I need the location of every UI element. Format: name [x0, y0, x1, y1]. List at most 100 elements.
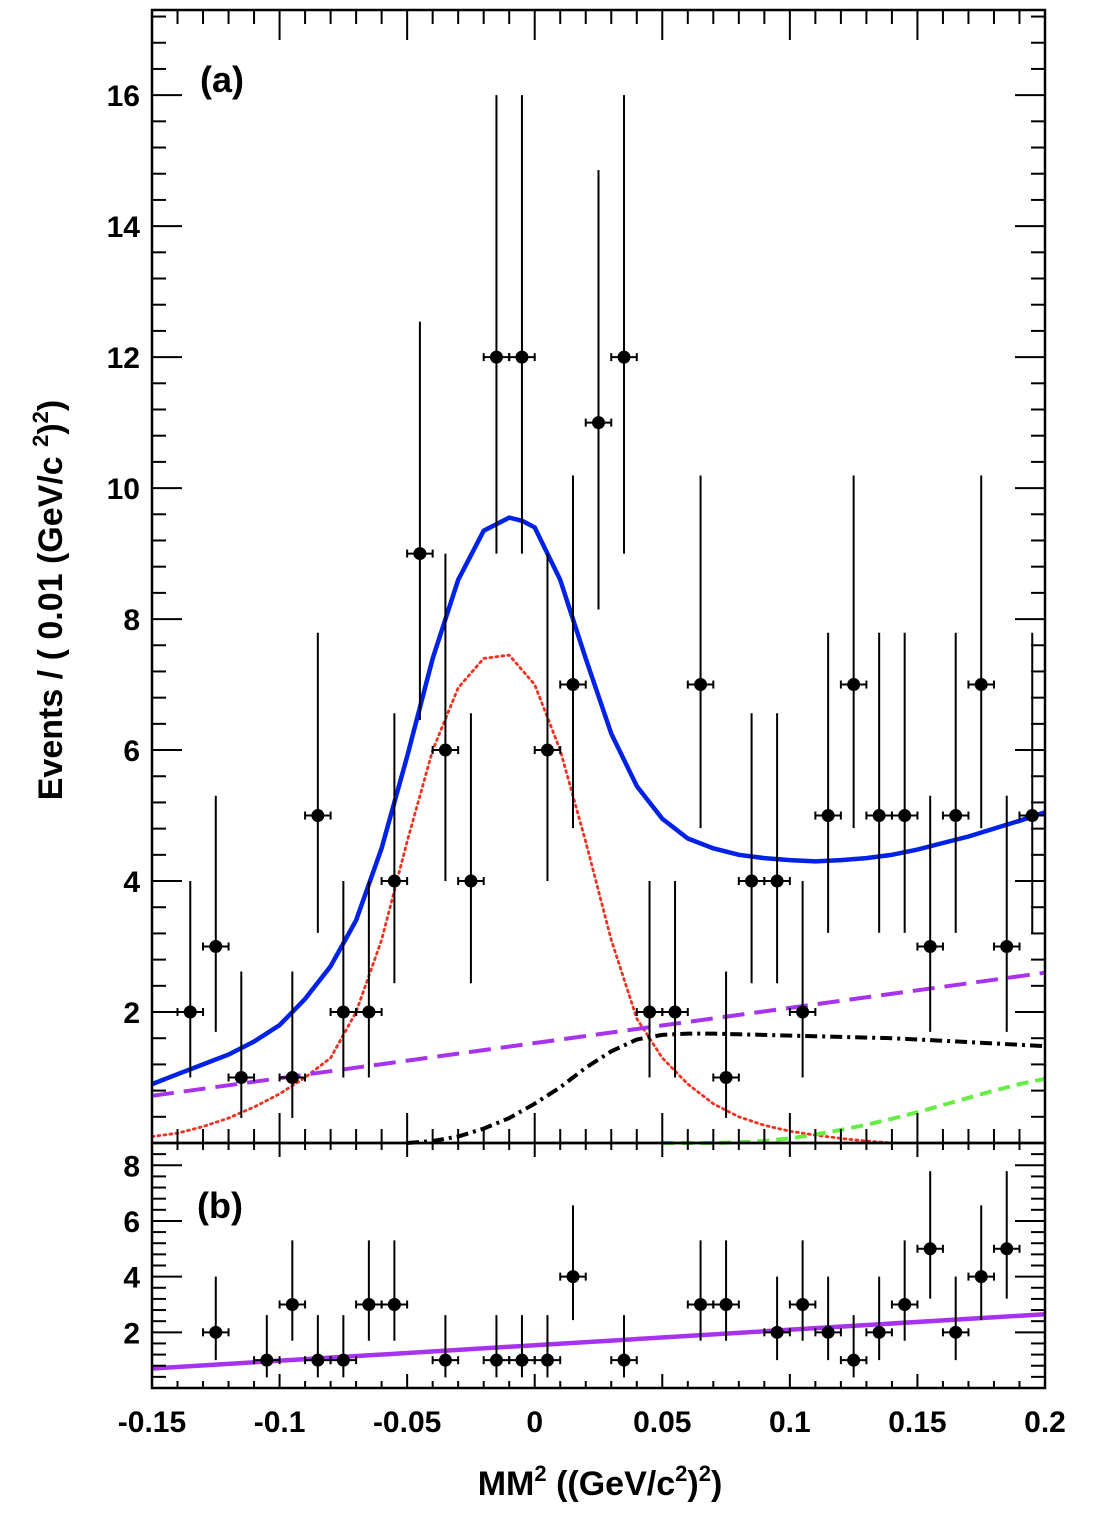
x-axis-title-part: ((GeV/c	[547, 1465, 675, 1503]
data-marker	[566, 1270, 580, 1284]
data-marker	[336, 1005, 350, 1019]
y-axis-title-part: )	[32, 400, 70, 411]
panel-a-data-point	[967, 475, 995, 829]
panel-b-data-point	[559, 1205, 587, 1321]
panel-b-data-point	[508, 1315, 536, 1378]
panel-a-data-point	[227, 971, 256, 1118]
y-tick-label: 6	[123, 1206, 140, 1239]
data-marker	[745, 874, 759, 888]
y-tick-label: 4	[123, 1262, 140, 1295]
panel-a-data-point	[559, 475, 587, 829]
panel-a-data-point	[304, 632, 332, 933]
panel-b-data-point	[533, 1315, 562, 1378]
data-marker	[643, 1005, 657, 1019]
data-marker	[1000, 1242, 1014, 1256]
panel-a-data-point	[202, 795, 230, 1032]
y-tick-label: 4	[123, 866, 140, 899]
panel-a-data-point	[406, 321, 434, 721]
data-marker	[821, 809, 835, 823]
data-marker	[438, 1353, 452, 1367]
data-marker	[387, 874, 401, 888]
panel-b-data-point	[814, 1276, 842, 1361]
data-marker	[949, 1325, 963, 1339]
data-marker	[796, 1005, 810, 1019]
x-axis-title-superscript: 2	[534, 1461, 546, 1486]
panel-a-data-point	[329, 881, 358, 1078]
data-marker	[234, 1071, 248, 1085]
x-tick-label: 0	[526, 1406, 543, 1439]
data-marker	[464, 874, 478, 888]
x-tick-label: 0.15	[888, 1406, 946, 1439]
y-axis-title-superscript: 2	[28, 435, 53, 447]
y-axis-title-part: )	[32, 423, 70, 434]
panel-a-data-point	[839, 475, 868, 829]
panel-a-data-point	[176, 881, 205, 1078]
data-marker	[183, 1005, 197, 1019]
panel-a-data-point	[686, 475, 715, 829]
panel-a-curve-peaking-background	[406, 1031, 1046, 1145]
panel-b-frame	[150, 1141, 1047, 1390]
data-marker	[1000, 940, 1014, 954]
data-marker	[311, 809, 325, 823]
data-marker	[592, 416, 605, 430]
panel-a-curve-signal	[150, 653, 894, 1145]
panel-a-data-point	[941, 632, 970, 933]
data-marker	[438, 743, 452, 757]
data-marker	[413, 547, 427, 561]
data-marker	[515, 1353, 529, 1367]
panel-a-data-point	[763, 713, 791, 984]
panel-b-data-point	[865, 1276, 893, 1361]
data-marker	[260, 1353, 274, 1367]
panel-b-data-point	[763, 1276, 791, 1361]
data-marker	[923, 1242, 937, 1256]
x-tick-label: 0.1	[769, 1406, 811, 1439]
y-tick-label: 16	[107, 80, 140, 113]
panel-a-data-point	[508, 95, 536, 554]
panel-a-data-point	[533, 553, 562, 882]
data-marker	[668, 1005, 682, 1019]
panel-b-data-point	[686, 1240, 715, 1341]
x-axis-title: MM2 ((GeV/c2)2)	[478, 1461, 723, 1503]
panel-b-data-point	[712, 1240, 740, 1341]
panel-b-data-point	[329, 1315, 358, 1378]
panel-a-data-point	[380, 713, 409, 984]
panel-a-data-points	[176, 95, 1046, 1118]
x-axis-title-part: )	[687, 1465, 698, 1503]
data-marker	[515, 350, 529, 364]
y-axis-title-part: Events / ( 0.01 (GeV/c	[32, 447, 70, 800]
panel-a: (a) 2 4 6 8 10 12 14 16 Events / ( 0.01 (GeV/c …	[28, 8, 1047, 1145]
data-marker	[566, 678, 580, 692]
y-axis-title: Events / ( 0.01 (GeV/c 2)2)	[28, 400, 70, 801]
panel-a-data-point	[457, 713, 485, 984]
data-marker	[362, 1005, 376, 1019]
data-marker	[694, 678, 708, 692]
data-marker	[209, 940, 223, 954]
data-marker	[617, 1353, 631, 1367]
panel-b: (b) 2 4 6 8 -0.15 -0.1 -0.05 0 0.05 0.1 0.15 0.2 M…	[118, 1141, 1066, 1503]
data-marker	[285, 1071, 299, 1085]
x-tick-label: -0.05	[373, 1406, 441, 1439]
panel-b-data-point	[890, 1240, 919, 1341]
y-tick-label: 8	[123, 604, 140, 637]
y-tick-label: 6	[123, 735, 140, 768]
data-marker	[974, 1270, 988, 1284]
data-marker	[974, 678, 988, 692]
panel-b-curves	[151, 1311, 1046, 1371]
panel-b-border	[150, 1141, 1047, 1390]
panel-b-data-point	[253, 1315, 281, 1378]
panel-b-data-points	[202, 1171, 1021, 1378]
x-axis-title-part: )	[711, 1465, 722, 1503]
data-marker	[387, 1297, 401, 1311]
data-marker	[1025, 809, 1039, 823]
data-marker	[336, 1353, 350, 1367]
data-marker	[719, 1297, 733, 1311]
panel-a-data-point	[890, 632, 919, 933]
panel-b-data-point	[355, 1240, 383, 1341]
panel-b-data-point	[992, 1171, 1021, 1299]
panel-b-data-point	[431, 1315, 460, 1378]
x-tick-label: -0.15	[118, 1406, 186, 1439]
data-marker	[540, 743, 554, 757]
data-marker	[847, 1353, 861, 1367]
panel-a-data-point	[865, 632, 893, 933]
